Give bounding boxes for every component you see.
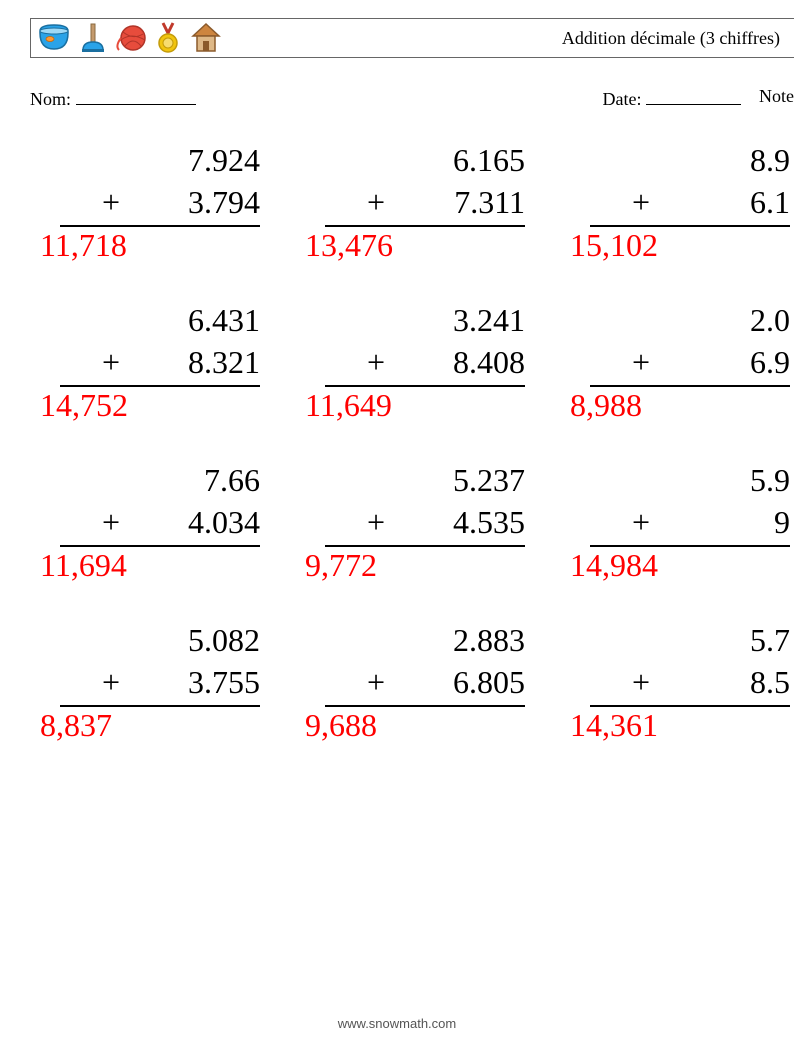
plunger-icon [79,22,107,54]
problem: 6.165 + 7.311 13,476 [305,140,570,300]
operator: + [590,182,662,224]
operator: + [60,502,132,544]
answer: 9,772 [305,547,570,584]
addend-bottom: 3.755 [132,662,260,704]
addend-top: 3.241 [325,300,525,342]
operator: + [325,502,397,544]
problem: 5.237 + 4.535 9,772 [305,460,570,620]
addend-top: 6.165 [325,140,525,182]
header-bar: Addition décimale (3 chiffres) [30,18,794,58]
addend-bottom: 8.408 [397,342,525,384]
problem: 5.082 + 3.755 8,837 [40,620,305,780]
addend-top: 7.66 [60,460,260,502]
addend-bottom: 3.794 [132,182,260,224]
answer: 11,649 [305,387,570,424]
date-field: Date: [603,86,741,110]
addend-top: 5.9 [590,460,790,502]
medal-icon [155,21,181,55]
name-blank [76,86,196,105]
name-field: Nom: [30,86,196,110]
problem: 6.431 + 8.321 14,752 [40,300,305,460]
operator: + [325,342,397,384]
header-icons [37,21,223,55]
operator: + [60,342,132,384]
name-label: Nom: [30,89,71,109]
answer: 14,361 [570,707,794,744]
addend-top: 2.883 [325,620,525,662]
problem: 8.9 + 6.1 15,102 [570,140,794,300]
operator: + [325,662,397,704]
addend-bottom: 4.034 [132,502,260,544]
note-label: Note [759,86,794,106]
fishbowl-icon [37,23,71,53]
problem: 2.0 + 6.9 8,988 [570,300,794,460]
problem: 7.66 + 4.034 11,694 [40,460,305,620]
problem: 2.883 + 6.805 9,688 [305,620,570,780]
operator: + [590,342,662,384]
addend-bottom: 8.5 [662,662,790,704]
addend-top: 5.237 [325,460,525,502]
problem: 5.7 + 8.5 14,361 [570,620,794,780]
operator: + [60,662,132,704]
addend-top: 2.0 [590,300,790,342]
answer: 14,984 [570,547,794,584]
date-label: Date: [603,89,642,109]
info-row: Nom: Date: Note [30,86,794,110]
addend-top: 8.9 [590,140,790,182]
yarn-ball-icon [115,22,147,54]
answer: 8,988 [570,387,794,424]
answer: 11,718 [40,227,305,264]
addend-top: 5.7 [590,620,790,662]
addend-bottom: 6.1 [662,182,790,224]
answer: 9,688 [305,707,570,744]
answer: 13,476 [305,227,570,264]
addend-top: 5.082 [60,620,260,662]
worksheet-title: Addition décimale (3 chiffres) [562,28,784,49]
answer: 14,752 [40,387,305,424]
problem: 5.9 + 9 14,984 [570,460,794,620]
addend-top: 6.431 [60,300,260,342]
worksheet-page: Addition décimale (3 chiffres) Nom: Date… [0,0,794,1053]
operator: + [60,182,132,224]
addend-bottom: 8.321 [132,342,260,384]
date-blank [646,86,741,105]
problem: 7.924 + 3.794 11,718 [40,140,305,300]
addend-bottom: 7.311 [397,182,525,224]
house-icon [189,22,223,54]
addend-bottom: 9 [662,502,790,544]
footer-url: www.snowmath.com [0,1016,794,1031]
addend-bottom: 6.805 [397,662,525,704]
note-field: Note [759,86,794,110]
problem: 3.241 + 8.408 11,649 [305,300,570,460]
operator: + [325,182,397,224]
operator: + [590,662,662,704]
addend-top: 7.924 [60,140,260,182]
problems-grid: 7.924 + 3.794 11,718 6.165 + 7.311 13,47… [40,140,794,780]
answer: 15,102 [570,227,794,264]
addend-bottom: 4.535 [397,502,525,544]
answer: 11,694 [40,547,305,584]
addend-bottom: 6.9 [662,342,790,384]
operator: + [590,502,662,544]
answer: 8,837 [40,707,305,744]
